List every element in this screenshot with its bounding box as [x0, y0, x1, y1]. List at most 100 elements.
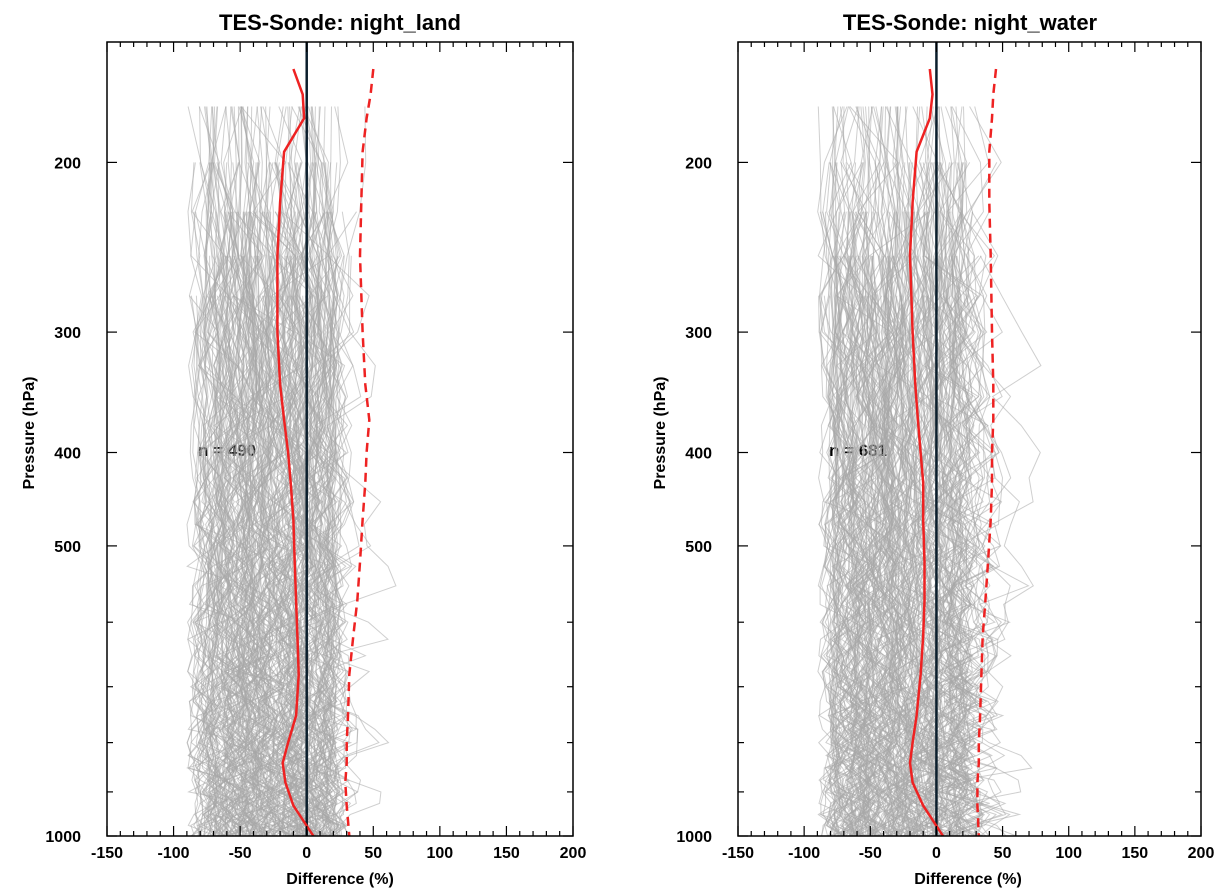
spread-series-line	[344, 68, 375, 837]
individual-profile	[934, 106, 947, 836]
individual-profile	[274, 211, 306, 836]
individual-profile	[853, 211, 893, 836]
individual-profile	[287, 106, 362, 836]
individual-profile	[263, 211, 272, 836]
individual-profile	[911, 162, 1000, 836]
individual-profile	[933, 255, 1042, 836]
individual-profile	[319, 211, 357, 836]
individual-profile	[245, 211, 260, 836]
panel-night-land: TES-Sonde: night_land Pressure (hPa) Dif…	[21, 10, 586, 888]
individual-profile	[938, 295, 952, 836]
individual-profile	[926, 162, 1034, 836]
panel-night-water: TES-Sonde: night_water Pressure (hPa) Di…	[652, 10, 1214, 888]
individual-profile	[835, 106, 944, 836]
individual-profile	[897, 295, 930, 836]
spread-series-line	[976, 68, 998, 837]
y-tick-label: 300	[685, 325, 712, 342]
profiles-layer	[817, 106, 1042, 836]
individual-profile	[194, 162, 239, 836]
individual-profile	[211, 106, 222, 836]
y-tick-label: 400	[54, 446, 81, 463]
x-tick-label: -150	[91, 845, 123, 862]
individual-profile	[913, 295, 997, 836]
individual-profile	[924, 162, 970, 836]
individual-profile	[298, 162, 332, 836]
individual-profile	[911, 255, 933, 836]
individual-profile	[859, 295, 891, 836]
individual-profile	[903, 295, 972, 836]
plot-area: -150 -100 -50 0 50 100 150 200 200 300 400 500 1000	[676, 41, 1215, 862]
plot-frame	[737, 41, 1202, 837]
x-tick-label: 200	[1188, 845, 1215, 862]
individual-profile	[943, 211, 1007, 836]
individual-profile	[199, 295, 223, 836]
individual-profile	[904, 162, 937, 836]
individual-profile	[194, 162, 299, 836]
x-tick-label: -50	[859, 845, 882, 862]
individual-profile	[266, 295, 321, 836]
individual-profile	[904, 211, 945, 836]
y-tick-label: 200	[685, 155, 712, 172]
individual-profile	[223, 106, 244, 836]
y-axis-label: Pressure (hPa)	[652, 377, 669, 490]
individual-profile	[818, 162, 854, 836]
individual-profile	[281, 211, 319, 836]
individual-profile	[833, 255, 877, 836]
x-tick-label: 200	[560, 845, 587, 862]
mean-series-line	[276, 68, 315, 837]
individual-profile	[864, 211, 903, 836]
y-tick-label: 500	[685, 539, 712, 556]
individual-profile	[930, 295, 1022, 836]
x-tick-label: 0	[932, 845, 941, 862]
individual-profile	[944, 106, 987, 836]
individual-profile	[210, 255, 228, 836]
individual-profile	[186, 106, 236, 836]
plot-frame	[106, 41, 574, 837]
individual-profile	[294, 106, 319, 836]
individual-profile	[867, 106, 921, 836]
individual-profile	[906, 295, 1007, 836]
x-tick-label: 50	[364, 845, 382, 862]
x-tick-label: 150	[493, 845, 520, 862]
individual-profile	[260, 162, 292, 836]
individual-profile	[828, 162, 840, 836]
individual-profile	[820, 255, 895, 836]
individual-profile	[195, 211, 211, 836]
individual-profile	[194, 295, 206, 836]
individual-profile	[255, 106, 267, 836]
x-tick-label: -150	[722, 845, 754, 862]
individual-profile	[893, 162, 968, 836]
individual-profile	[190, 106, 219, 836]
x-tick-label: 100	[1055, 845, 1082, 862]
individual-profile	[295, 295, 306, 836]
individual-profile	[188, 106, 263, 836]
individual-profile	[844, 211, 875, 836]
x-axis-label: Difference (%)	[286, 871, 394, 888]
y-tick-label: 500	[54, 539, 81, 556]
x-tick-label: -100	[788, 845, 820, 862]
individual-profile	[847, 211, 864, 836]
individual-profile	[875, 106, 958, 836]
individual-profile	[892, 211, 923, 836]
individual-profile	[209, 211, 234, 836]
individual-profile	[930, 162, 977, 836]
y-tick-label: 200	[54, 155, 81, 172]
x-tick-label: 50	[994, 845, 1012, 862]
individual-profile	[291, 211, 389, 836]
plot-area: -150 -100 -50 0 50 100 150 200 200 300 400 500 1000	[45, 41, 587, 862]
individual-profile	[912, 106, 956, 836]
y-axis-label: Pressure (hPa)	[21, 377, 38, 490]
individual-profile	[950, 295, 990, 836]
individual-profile	[844, 295, 881, 836]
individual-profile	[854, 162, 930, 836]
individual-profile	[257, 255, 282, 836]
x-tick-label: 0	[302, 845, 311, 862]
individual-profile	[876, 211, 904, 836]
individual-profile	[223, 255, 257, 836]
y-tick-label: 1000	[676, 829, 712, 846]
individual-profile	[915, 211, 936, 836]
individual-profile	[873, 106, 909, 836]
x-axis-label: Difference (%)	[914, 871, 1022, 888]
individual-profile	[848, 255, 863, 836]
